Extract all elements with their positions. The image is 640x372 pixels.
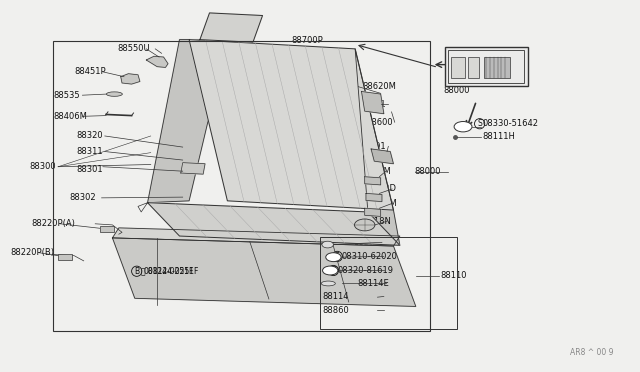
Text: S: S (461, 124, 465, 130)
Bar (467, 57, 479, 78)
Polygon shape (366, 193, 382, 202)
Text: 88220P(A): 88220P(A) (31, 219, 76, 228)
Bar (100, 226, 114, 232)
Text: 88307H: 88307H (353, 238, 387, 247)
Text: 88700P: 88700P (291, 36, 323, 45)
Bar (484, 57, 509, 78)
Text: 08320-81619: 08320-81619 (337, 266, 393, 275)
Text: 08310-62020: 08310-62020 (341, 252, 397, 261)
Polygon shape (121, 74, 140, 84)
Text: 88620M: 88620M (363, 82, 397, 91)
Text: 88320: 88320 (76, 131, 102, 141)
Text: 88114E: 88114E (357, 279, 388, 288)
Polygon shape (147, 56, 168, 67)
Ellipse shape (321, 281, 335, 286)
Text: 88600: 88600 (366, 118, 392, 127)
Text: 88220P(B): 88220P(B) (10, 248, 54, 257)
Bar (58, 254, 72, 260)
Ellipse shape (106, 92, 122, 96)
Text: 88710: 88710 (200, 40, 227, 49)
Text: S: S (477, 119, 482, 128)
Text: S: S (328, 268, 333, 273)
Text: 88301: 88301 (76, 165, 102, 174)
Polygon shape (148, 39, 227, 203)
Text: 88406M: 88406M (54, 112, 88, 121)
Text: 88000: 88000 (415, 167, 441, 176)
Text: AR8 ^ 00 9: AR8 ^ 00 9 (570, 348, 614, 357)
Polygon shape (365, 177, 381, 185)
Text: 88601: 88601 (360, 142, 386, 151)
Text: 88000: 88000 (444, 86, 470, 95)
Polygon shape (148, 203, 400, 245)
Text: S: S (331, 266, 336, 275)
Text: S: S (331, 255, 336, 260)
Text: 88300: 88300 (29, 162, 56, 171)
Bar (320, 237, 458, 329)
Bar (451, 57, 465, 78)
Circle shape (454, 122, 472, 132)
Bar (53, 41, 430, 331)
Text: 88451P: 88451P (74, 67, 106, 76)
Circle shape (326, 253, 341, 262)
Polygon shape (189, 39, 394, 210)
Text: 88114: 88114 (322, 292, 348, 301)
Text: 88110: 88110 (440, 271, 467, 280)
Text: Ⓑ 08124-0251F: Ⓑ 08124-0251F (141, 267, 198, 276)
Text: 88860: 88860 (322, 306, 349, 315)
Circle shape (355, 219, 375, 231)
Polygon shape (365, 208, 381, 217)
Text: 88311: 88311 (76, 147, 102, 156)
Polygon shape (355, 49, 400, 245)
Bar (445, 47, 527, 86)
Text: 97418N: 97418N (358, 217, 391, 226)
Text: 88535: 88535 (54, 91, 81, 100)
Polygon shape (113, 238, 416, 307)
Polygon shape (180, 163, 205, 174)
Circle shape (323, 266, 338, 275)
Text: 88452M: 88452M (364, 199, 397, 208)
Polygon shape (362, 92, 384, 114)
Text: S: S (335, 252, 340, 261)
Polygon shape (371, 149, 394, 164)
Text: 88451M: 88451M (357, 167, 391, 176)
Text: 88550D: 88550D (364, 185, 396, 193)
Polygon shape (113, 228, 400, 246)
Polygon shape (200, 13, 262, 42)
Circle shape (322, 241, 333, 248)
Text: 88611: 88611 (360, 100, 386, 109)
Text: B: B (134, 267, 140, 276)
Bar (449, 50, 524, 83)
Text: 08124-0251F: 08124-0251F (144, 267, 194, 276)
Text: 88111H: 88111H (483, 132, 516, 141)
Text: 88302: 88302 (69, 193, 95, 202)
Text: 88550U: 88550U (117, 44, 150, 53)
Text: 08330-51642: 08330-51642 (483, 119, 539, 128)
